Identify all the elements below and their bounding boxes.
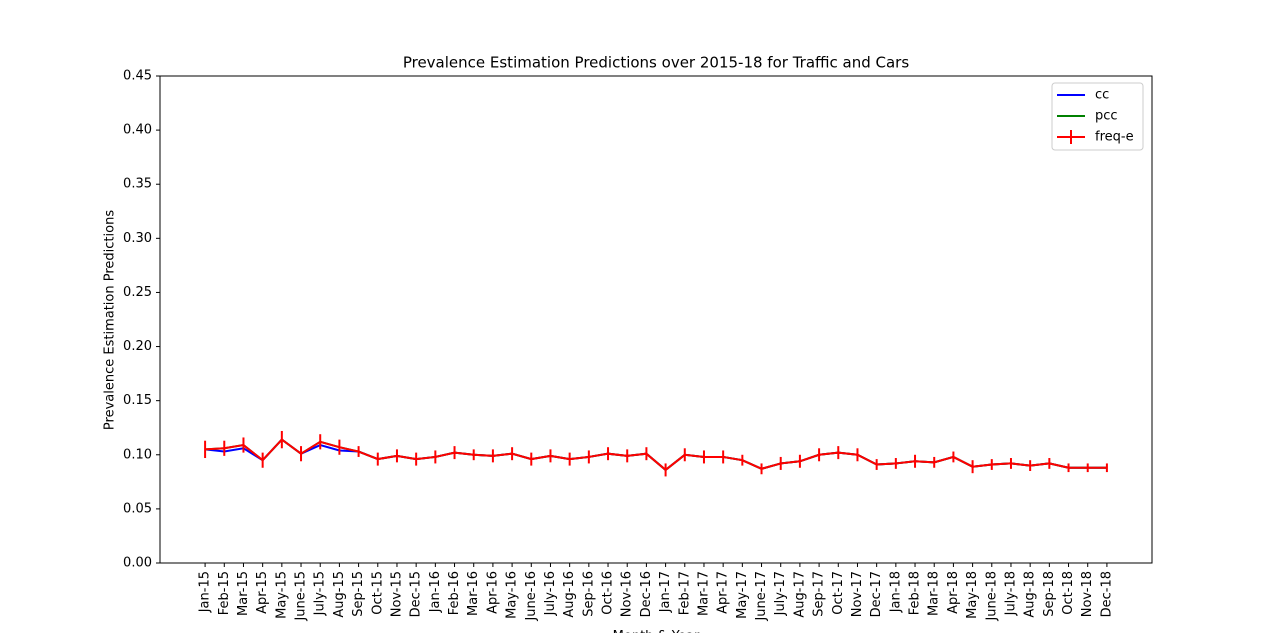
x-tick-label: Feb-17 [677, 571, 692, 615]
y-tick-label: 0.00 [123, 556, 152, 571]
x-tick-label: May-16 [505, 571, 520, 619]
legend-label: pcc [1095, 109, 1118, 124]
x-tick-label: Nov-17 [850, 571, 865, 617]
x-tick-label: July-18 [1003, 571, 1018, 616]
x-tick-label: Dec-18 [1099, 571, 1114, 617]
x-tick-label: Oct-16 [601, 571, 616, 615]
x-axis-label: Month & Year [613, 629, 700, 633]
y-tick-label: 0.25 [123, 285, 152, 300]
y-tick-label: 0.40 [123, 123, 152, 138]
legend-box [1051, 82, 1144, 151]
y-tick-label: 0.35 [123, 177, 152, 192]
x-tick-label: Aug-18 [1023, 571, 1038, 618]
x-tick-label: Sep-16 [581, 571, 596, 617]
x-tick-label: May-17 [735, 571, 750, 619]
x-tick-label: Jan-17 [658, 571, 673, 613]
x-tick-label: Nov-15 [389, 571, 404, 617]
x-tick-label: Aug-17 [792, 571, 807, 618]
y-tick-label: 0.30 [123, 231, 152, 246]
x-tick-label: Feb-18 [908, 571, 923, 615]
x-tick-label: Apr-16 [485, 571, 500, 614]
x-tick-label: July-17 [773, 571, 788, 616]
x-tick-label: Jan-16 [428, 571, 443, 613]
x-tick-label: Sep-17 [812, 571, 827, 617]
x-tick-label: Jan-15 [198, 571, 213, 613]
x-tick-label: Apr-17 [716, 571, 731, 614]
x-tick-label: July-15 [313, 571, 328, 616]
x-tick-label: Sep-15 [351, 571, 366, 617]
y-tick-label: 0.05 [123, 501, 152, 516]
legend-label: cc [1095, 88, 1109, 103]
y-tick-label: 0.45 [123, 69, 152, 84]
x-tick-label: Dec-15 [409, 571, 424, 617]
x-tick-label: Nov-16 [620, 571, 635, 617]
chart-title: Prevalence Estimation Predictions over 2… [403, 54, 910, 72]
x-tick-label: Feb-16 [447, 571, 462, 615]
x-tick-label: Nov-18 [1080, 571, 1095, 617]
x-tick-label: June-15 [294, 571, 309, 622]
x-tick-label: Feb-15 [217, 571, 232, 615]
x-tick-label: Jan-18 [888, 571, 903, 613]
x-tick-label: Mar-17 [696, 571, 711, 616]
x-tick-label: July-16 [543, 571, 558, 616]
x-tick-label: Sep-18 [1042, 571, 1057, 617]
x-tick-label: Oct-18 [1061, 571, 1076, 615]
y-tick-label: 0.10 [123, 447, 152, 462]
x-tick-label: Dec-17 [869, 571, 884, 617]
y-tick-label: 0.15 [123, 393, 152, 408]
x-tick-label: Mar-18 [927, 571, 942, 616]
x-tick-label: June-16 [524, 571, 539, 622]
x-tick-label: May-15 [274, 571, 289, 619]
x-tick-label: Dec-16 [639, 571, 654, 617]
x-tick-label: June-17 [754, 571, 769, 622]
x-tick-label: Aug-15 [332, 571, 347, 618]
x-tick-label: June-18 [984, 571, 999, 622]
series-line [205, 438, 1107, 472]
y-axis-label: Prevalence Estimation Predictions [103, 210, 118, 430]
x-tick-label: Aug-16 [562, 571, 577, 618]
legend-label: freq-e [1095, 130, 1134, 145]
x-tick-label: Oct-15 [370, 571, 385, 615]
x-tick-label: May-18 [965, 571, 980, 619]
x-tick-label: Oct-17 [831, 571, 846, 615]
x-tick-label: Mar-16 [466, 571, 481, 616]
plot-frame [159, 75, 1153, 564]
x-tick-label: Mar-15 [236, 571, 251, 616]
y-tick-label: 0.20 [123, 339, 152, 354]
x-tick-label: Apr-18 [946, 571, 961, 614]
x-tick-label: Apr-15 [255, 571, 270, 614]
